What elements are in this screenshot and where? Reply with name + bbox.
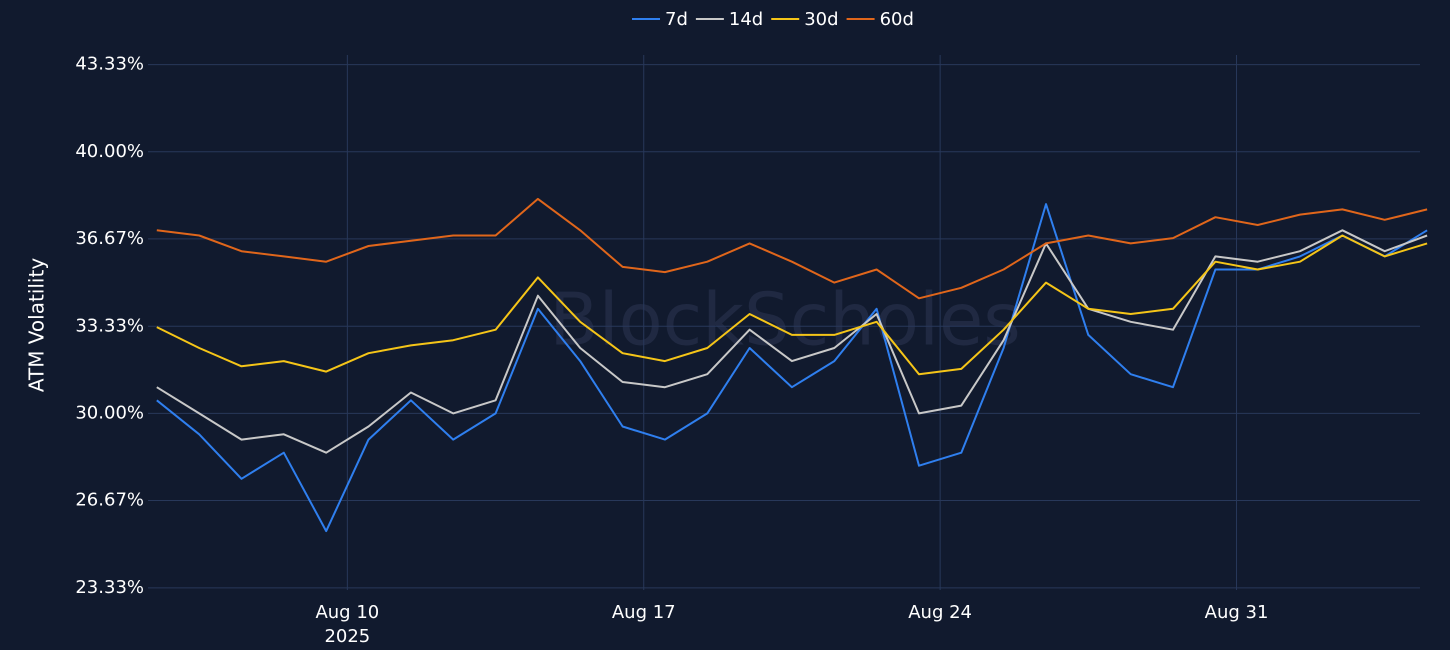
legend-label: 14d xyxy=(729,9,763,30)
series-line xyxy=(156,203,1428,533)
y-tick-label: 40.00% xyxy=(75,141,144,162)
series-line xyxy=(156,229,1428,454)
y-tick-label: 33.33% xyxy=(75,315,144,336)
x-tick-label: Aug 31 xyxy=(1205,602,1269,623)
legend-label: 7d xyxy=(665,9,688,30)
series-line xyxy=(156,234,1428,376)
y-tick-label: 30.00% xyxy=(75,402,144,423)
x-tick-year: 2025 xyxy=(324,626,370,647)
y-tick-label: 23.33% xyxy=(75,577,144,598)
y-tick-label: 26.67% xyxy=(75,490,144,511)
y-tick-label: 43.33% xyxy=(75,54,144,75)
legend-label: 60d xyxy=(880,9,914,30)
y-tick-label: 36.67% xyxy=(75,228,144,249)
x-tick-label: Aug 17 xyxy=(612,602,676,623)
x-tick-label: Aug 10 xyxy=(315,602,379,623)
legend-label: 30d xyxy=(804,9,838,30)
series-line xyxy=(156,197,1428,300)
y-axis-title: ATM Volatility xyxy=(25,258,49,392)
x-tick-label: Aug 24 xyxy=(908,602,972,623)
